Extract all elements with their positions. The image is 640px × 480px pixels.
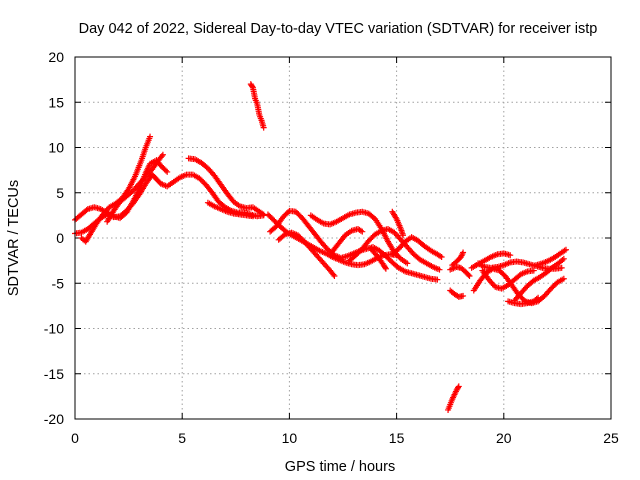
- series-arc-7: [247, 81, 267, 131]
- data-point: [507, 252, 514, 259]
- data-point: [147, 133, 154, 140]
- y-tick-label: -10: [44, 321, 64, 337]
- data-point: [460, 292, 467, 299]
- data-point: [466, 273, 473, 280]
- plot-frame: [74, 56, 612, 420]
- x-tick-label: 20: [496, 430, 512, 446]
- series-arc-18: [447, 287, 467, 300]
- y-tick-label: 5: [56, 185, 64, 201]
- data-point: [455, 383, 462, 390]
- data-point: [535, 294, 542, 301]
- y-tick-label: 20: [48, 49, 64, 65]
- data-point: [530, 267, 537, 274]
- y-tick-label: -5: [52, 275, 65, 291]
- series-arc-5: [185, 155, 267, 218]
- series-arc-13: [346, 225, 443, 273]
- data-point: [159, 151, 166, 158]
- data-point: [455, 384, 462, 391]
- data-point: [249, 83, 256, 90]
- data-point: [560, 255, 567, 262]
- series-arc-26: [505, 294, 542, 308]
- chart-title: Day 042 of 2022, Sidereal Day-to-day VTE…: [79, 21, 598, 37]
- series-arc-6: [204, 199, 256, 220]
- data-point: [382, 265, 389, 272]
- y-tick-label: -20: [44, 411, 64, 427]
- data-point: [438, 254, 445, 261]
- data-point: [562, 246, 569, 253]
- data-point: [382, 264, 389, 271]
- data-point: [260, 124, 267, 131]
- data-point: [465, 271, 472, 278]
- series-arc-19: [447, 263, 473, 280]
- x-tick-label: 5: [178, 430, 186, 446]
- series-arc-23: [475, 258, 565, 272]
- y-axis-label: SDTVAR / TECUs: [6, 180, 22, 296]
- y-tick-label: 0: [56, 230, 64, 246]
- x-tick-label: 25: [603, 430, 619, 446]
- x-tick-label: 10: [282, 430, 298, 446]
- data-point: [285, 209, 292, 216]
- data-point: [434, 276, 441, 283]
- data-point: [460, 249, 467, 256]
- series-arc-24: [479, 267, 537, 292]
- series-arc-10: [275, 229, 338, 280]
- series-arc-20: [449, 249, 467, 269]
- data-points: [72, 81, 569, 413]
- data-point: [400, 232, 407, 239]
- data-point: [158, 153, 165, 160]
- x-tick-label: 0: [71, 430, 79, 446]
- x-axis-label: GPS time / hours: [285, 459, 395, 475]
- data-point: [404, 260, 411, 267]
- series-arc-27: [532, 246, 569, 269]
- series-arc-12: [329, 225, 366, 255]
- series-arc-15: [389, 208, 407, 239]
- x-tick-label: 15: [389, 430, 405, 446]
- series-arc-4: [104, 151, 166, 225]
- data-point: [164, 168, 171, 175]
- series-arc-16: [389, 234, 445, 261]
- data-point: [436, 266, 443, 273]
- y-tick-label: -15: [44, 366, 64, 382]
- data-point: [359, 228, 366, 235]
- series-arc-17: [445, 383, 462, 413]
- data-point: [330, 271, 337, 278]
- series-arc-14: [367, 245, 389, 272]
- data-point: [558, 264, 565, 271]
- data-point: [560, 275, 567, 282]
- data-point: [249, 213, 256, 220]
- data-point: [162, 167, 169, 174]
- data-point: [331, 273, 338, 280]
- y-tick-label: 10: [48, 140, 64, 156]
- tick-labels: 0 5 10 15 20 25 -20 -15 -10 -5 0 5 10 15 20: [44, 49, 619, 446]
- y-tick-label: 15: [48, 94, 64, 110]
